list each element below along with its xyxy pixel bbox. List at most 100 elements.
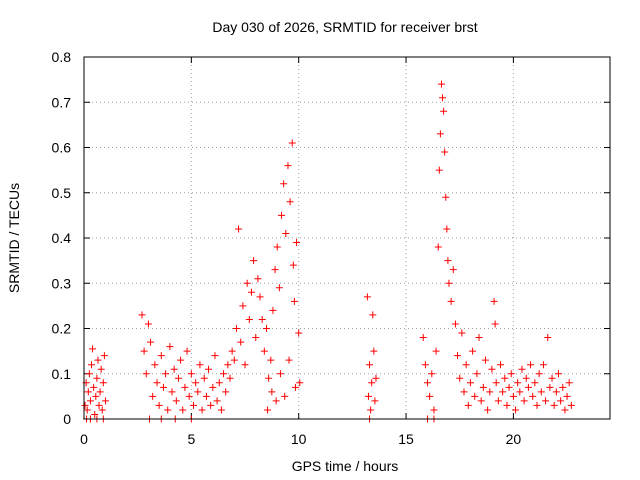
data-point: [151, 361, 159, 369]
data-point: [256, 293, 264, 301]
data-point: [241, 361, 249, 369]
data-point: [368, 379, 376, 387]
data-point: [101, 397, 109, 405]
data-point: [273, 243, 281, 251]
data-point: [172, 397, 180, 405]
data-point: [164, 406, 172, 414]
data-point: [539, 361, 547, 369]
data-point: [268, 388, 276, 396]
data-point: [479, 383, 487, 391]
data-point: [488, 365, 496, 373]
data-point: [92, 392, 100, 400]
data-point: [96, 388, 104, 396]
data-point: [481, 356, 489, 364]
data-point: [286, 198, 294, 206]
data-point: [557, 397, 565, 405]
y-tick-label: 0.4: [52, 230, 72, 246]
data-point: [458, 329, 466, 337]
data-point: [424, 379, 432, 387]
data-point: [548, 374, 556, 382]
data-point: [454, 352, 462, 360]
data-point: [155, 401, 163, 409]
data-point: [441, 148, 449, 156]
data-point: [371, 397, 379, 405]
data-points: [81, 80, 575, 423]
data-point: [147, 338, 155, 346]
data-point: [484, 406, 492, 414]
data-point: [505, 383, 513, 391]
data-point: [224, 361, 232, 369]
data-point: [434, 243, 442, 251]
data-point: [247, 288, 255, 296]
data-point: [83, 406, 91, 414]
data-point: [531, 379, 539, 387]
data-point: [220, 370, 228, 378]
data-point: [533, 401, 541, 409]
data-point: [237, 338, 245, 346]
data-point: [211, 352, 219, 360]
data-point: [561, 406, 569, 414]
data-point: [544, 334, 552, 342]
data-point: [168, 388, 176, 396]
data-point: [486, 388, 494, 396]
data-point: [222, 388, 230, 396]
data-point: [552, 388, 560, 396]
data-point: [166, 343, 174, 351]
data-point: [529, 392, 537, 400]
y-tick-label: 0: [63, 411, 71, 427]
data-point: [535, 370, 543, 378]
data-point: [194, 388, 202, 396]
data-point: [282, 229, 290, 237]
data-point: [435, 166, 443, 174]
data-point: [449, 266, 457, 274]
data-point: [187, 370, 195, 378]
x-tick-label: 10: [291, 431, 307, 447]
data-point: [567, 401, 575, 409]
data-point: [265, 374, 273, 382]
data-point: [499, 388, 507, 396]
data-point: [284, 162, 292, 170]
data-point: [235, 225, 243, 233]
data-point: [520, 397, 528, 405]
data-point: [226, 374, 234, 382]
data-point: [264, 406, 272, 414]
data-point: [280, 180, 288, 188]
data-point: [142, 370, 150, 378]
data-point: [254, 275, 262, 283]
data-point: [144, 320, 152, 328]
data-point: [272, 397, 280, 405]
y-tick-label: 0.7: [52, 94, 72, 110]
data-point: [436, 130, 444, 138]
data-point: [291, 383, 299, 391]
data-point: [460, 388, 468, 396]
data-point: [170, 365, 178, 373]
data-point: [177, 356, 185, 364]
data-point: [432, 347, 440, 355]
data-point: [276, 370, 284, 378]
data-point: [295, 329, 303, 337]
data-point: [501, 374, 509, 382]
data-point: [88, 361, 96, 369]
data-point: [258, 315, 266, 323]
data-point: [100, 352, 108, 360]
y-axis-label: SRMTID / TECUs: [6, 183, 22, 293]
data-point: [153, 379, 161, 387]
data-point: [215, 379, 223, 387]
data-point: [85, 370, 93, 378]
data-point: [89, 345, 97, 353]
data-point: [475, 334, 483, 342]
data-point: [456, 374, 464, 382]
x-tick-label: 15: [398, 431, 414, 447]
data-point: [90, 383, 98, 391]
y-tick-label: 0.3: [52, 275, 72, 291]
data-point: [370, 347, 378, 355]
data-point: [252, 334, 260, 342]
data-point: [260, 347, 268, 355]
data-point: [524, 383, 532, 391]
data-point: [369, 311, 377, 319]
data-point: [200, 374, 208, 382]
data-point: [189, 401, 197, 409]
data-point: [162, 370, 170, 378]
data-point: [527, 361, 535, 369]
plot-frame: [83, 56, 611, 420]
